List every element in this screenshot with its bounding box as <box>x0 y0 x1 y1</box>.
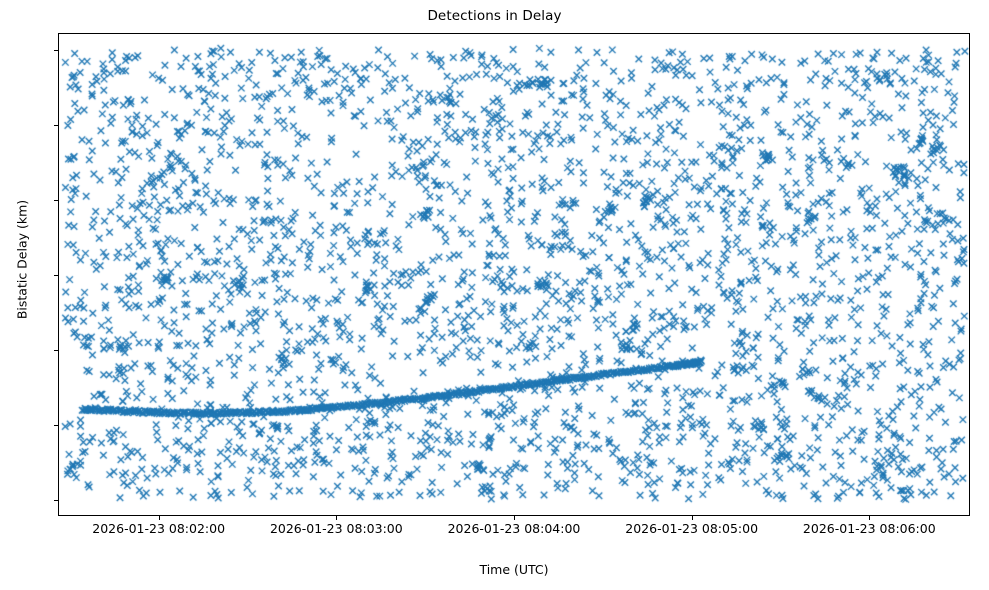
y-tick-mark <box>54 50 58 52</box>
y-tick-mark <box>54 349 58 351</box>
y-axis-label: Bistatic Delay (km) <box>14 199 30 320</box>
y-axis-ticks: 0102030405060 <box>0 0 58 590</box>
x-tick-label: 2026-01-23 08:05:00 <box>625 521 759 536</box>
x-tick-label: 2026-01-23 08:03:00 <box>269 521 403 536</box>
x-tick-label: 2026-01-23 08:04:00 <box>447 521 581 536</box>
x-tick-label: 2026-01-23 08:06:00 <box>802 521 936 536</box>
y-tick-mark <box>54 199 58 201</box>
x-tick-mark <box>336 516 338 520</box>
x-tick-mark <box>869 516 871 520</box>
y-tick-mark <box>54 499 58 501</box>
x-tick-mark <box>158 516 160 520</box>
x-tick-mark <box>691 516 693 520</box>
y-tick-mark <box>54 125 58 127</box>
chart-title: Detections in Delay <box>427 8 562 24</box>
scatter-plot-canvas <box>59 34 969 515</box>
x-axis-label: Time (UTC) <box>479 562 549 577</box>
x-tick-mark <box>514 516 515 520</box>
y-tick-mark <box>54 424 58 426</box>
plot-axes-area <box>58 33 970 516</box>
x-tick-label: 2026-01-23 08:02:00 <box>92 521 226 536</box>
y-tick-mark <box>54 274 58 276</box>
